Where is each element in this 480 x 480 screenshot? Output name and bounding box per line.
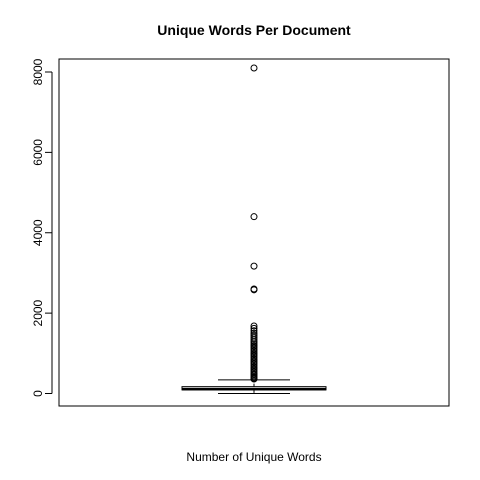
outlier-point xyxy=(250,64,258,72)
outlier-point xyxy=(250,322,258,330)
y-tick-label: 6000 xyxy=(31,139,45,166)
plot-frame xyxy=(58,58,450,407)
y-axis: 0 2000 4000 6000 8000 xyxy=(31,58,53,397)
y-tick-label: 2000 xyxy=(31,299,45,326)
outlier-point xyxy=(250,335,258,343)
outlier-point xyxy=(250,375,258,383)
outlier-point xyxy=(250,262,258,270)
outlier-point xyxy=(250,213,258,221)
outlier-point xyxy=(250,324,258,332)
x-axis-label: Number of Unique Words xyxy=(186,450,321,464)
chart-title: Unique Words Per Document xyxy=(157,22,351,38)
y-tick-label: 8000 xyxy=(31,58,45,85)
outlier-point xyxy=(250,286,258,294)
y-tick-label: 4000 xyxy=(31,219,45,246)
outlier-group xyxy=(250,64,258,383)
y-tick-label: 0 xyxy=(31,390,45,397)
